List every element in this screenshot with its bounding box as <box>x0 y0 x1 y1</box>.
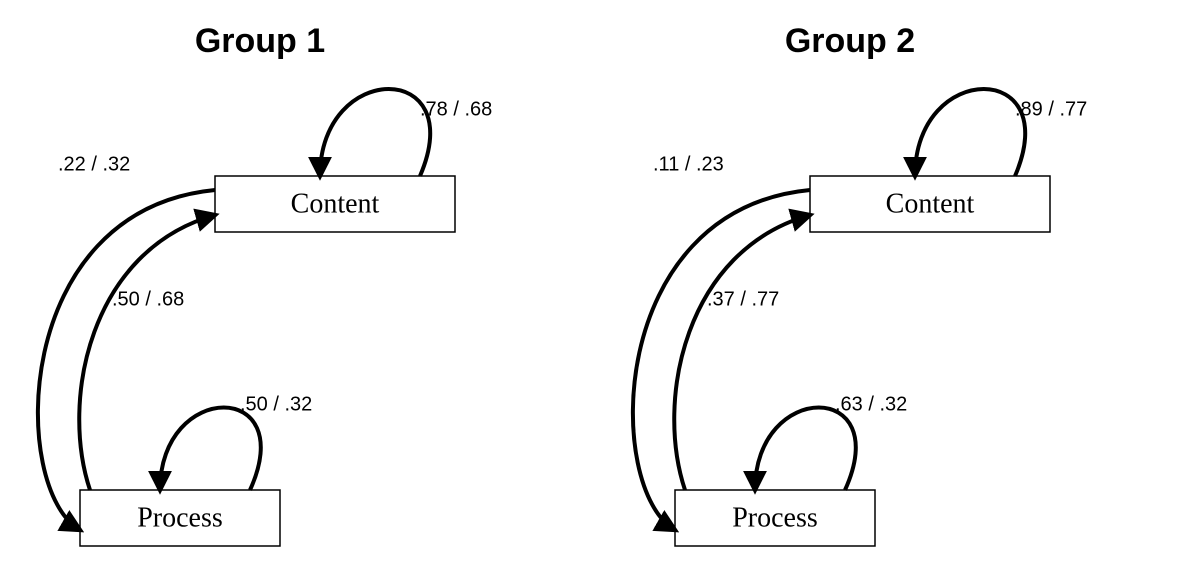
group-2-process-to-content <box>674 215 810 490</box>
group-2: Group 2 Content Process .89 / .77 .63 / … <box>633 22 1087 546</box>
group-2-content-to-process-label: .11 / .23 <box>653 153 724 175</box>
group-1-content-selfloop <box>320 89 430 176</box>
group-1-title: Group 1 <box>195 22 325 60</box>
group-1-process-label: Process <box>137 502 223 533</box>
group-1-content-to-process <box>38 190 215 530</box>
group-1-content-to-process-label: .22 / .32 <box>58 153 130 175</box>
group-2-content-selfloop <box>915 89 1025 176</box>
group-2-process-label: Process <box>732 502 818 533</box>
group-1-process-to-content <box>79 215 215 490</box>
group-1: Group 1 Content Process .78 / .68 .50 / … <box>38 22 492 546</box>
group-2-content-to-process <box>633 190 810 530</box>
group-1-process-to-content-label: .50 / .68 <box>112 288 184 310</box>
group-2-process-selfloop <box>755 408 856 491</box>
group-1-content-selfloop-label: .78 / .68 <box>420 98 492 120</box>
group-2-title: Group 2 <box>785 22 915 60</box>
group-2-content-label: Content <box>886 188 975 219</box>
group-1-process-selfloop-label: .50 / .32 <box>240 393 312 415</box>
group-2-content-selfloop-label: .89 / .77 <box>1015 98 1087 120</box>
group-2-process-to-content-label: .37 / .77 <box>707 288 779 310</box>
group-1-process-selfloop <box>160 408 261 491</box>
diagram-canvas: Group 1 Content Process .78 / .68 .50 / … <box>0 0 1181 583</box>
group-1-content-label: Content <box>291 188 380 219</box>
group-2-process-selfloop-label: .63 / .32 <box>835 393 907 415</box>
